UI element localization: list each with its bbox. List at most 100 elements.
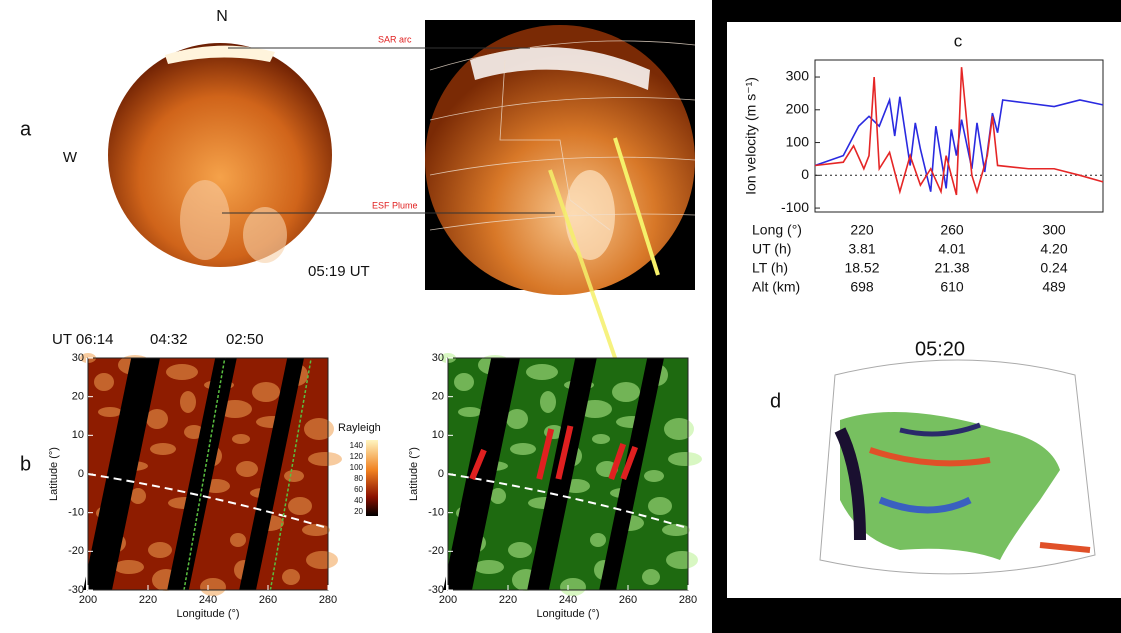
x-tick-label: 280 (679, 594, 697, 606)
table-value: 21.38 (934, 260, 969, 276)
y-tick-label: 0 (801, 166, 809, 182)
sar-label: SAR arc (378, 34, 412, 44)
image-texture (590, 533, 606, 547)
panel-label: b (20, 453, 31, 475)
table-row-label: Long (°) (752, 222, 802, 238)
image-texture (146, 409, 168, 429)
image-texture (668, 452, 702, 466)
x-axis-label: Longitude (°) (536, 608, 599, 620)
y-tick-label: 0 (438, 468, 444, 480)
x-tick-label: 200 (79, 594, 97, 606)
image-texture (644, 470, 664, 482)
colorbar (366, 440, 378, 516)
colorbar-tick-label: 60 (354, 485, 363, 494)
y-axis-label: Latitude (°) (408, 447, 420, 501)
table-row-label: LT (h) (752, 260, 788, 276)
x-tick-label: 200 (439, 594, 457, 606)
table-value: 610 (940, 279, 964, 295)
image-texture (236, 461, 258, 477)
image-texture (666, 551, 698, 569)
x-axis-label: Longitude (°) (176, 608, 239, 620)
figure: a N W 05:19 UT SAR arc ESF Plume b UT 06… (0, 0, 1121, 633)
image-texture (288, 497, 312, 515)
table-value: 300 (1042, 222, 1066, 238)
table-value: 18.52 (844, 260, 879, 276)
y-tick-label: 300 (786, 68, 810, 84)
colorbar-tick-label: 100 (350, 463, 364, 472)
image-texture (304, 418, 334, 440)
panel-title: c (954, 31, 963, 50)
table-value: 4.20 (1040, 241, 1067, 257)
image-texture (150, 443, 176, 455)
image-texture (506, 409, 528, 429)
table-value: 489 (1042, 279, 1066, 295)
image-texture (642, 569, 660, 585)
image-texture (662, 524, 690, 536)
table-value: 698 (850, 279, 874, 295)
y-tick-label: -20 (428, 545, 444, 557)
image-texture (284, 470, 304, 482)
image-texture (230, 533, 246, 547)
image-texture (148, 542, 172, 558)
image-texture (94, 373, 114, 391)
table-value: 220 (850, 222, 874, 238)
image-texture (454, 373, 474, 391)
y-tick-label: 30 (72, 352, 84, 364)
time-label: 05:19 UT (308, 263, 370, 280)
y-tick-label: 0 (78, 468, 84, 480)
frame-bottom (712, 598, 1121, 633)
x-tick-label: 260 (619, 594, 637, 606)
y-tick-label: -10 (428, 507, 444, 519)
time-label: 02:50 (226, 331, 264, 348)
image-texture (508, 542, 532, 558)
image-texture (252, 382, 280, 402)
y-axis-label: Latitude (°) (48, 447, 60, 501)
colorbar-label: Rayleigh (338, 422, 381, 434)
table-value: 4.01 (938, 241, 965, 257)
image-texture (612, 382, 640, 402)
image-texture (526, 364, 558, 380)
image-texture (166, 364, 198, 380)
image-texture (114, 560, 144, 574)
y-tick-label: 200 (786, 100, 810, 116)
x-tick-label: 280 (319, 594, 337, 606)
y-tick-label: 10 (432, 429, 444, 441)
colorbar-tick-label: 80 (354, 474, 363, 483)
table-row-label: UT (h) (752, 241, 791, 257)
x-tick-label: 240 (559, 594, 577, 606)
image-texture (232, 434, 250, 444)
x-tick-label: 220 (499, 594, 517, 606)
x-tick-label: 240 (199, 594, 217, 606)
table-value: 260 (940, 222, 964, 238)
x-tick-label: 220 (139, 594, 157, 606)
plume (243, 207, 287, 263)
y-axis-label: Ion velocity (m s⁻¹) (743, 77, 759, 195)
image-texture (510, 443, 536, 455)
image-texture (458, 407, 482, 417)
colorbar-tick-label: 20 (354, 507, 363, 516)
y-tick-label: -100 (781, 199, 809, 215)
map-time: 05:20 (915, 338, 965, 360)
y-tick-label: 20 (72, 391, 84, 403)
y-tick-label: 10 (72, 429, 84, 441)
image-texture (282, 569, 300, 585)
colorbar-tick-label: 40 (354, 496, 363, 505)
image-texture (180, 391, 196, 413)
panel-label: a (20, 118, 32, 140)
table-row-label: Alt (km) (752, 279, 800, 295)
image-texture (474, 560, 504, 574)
image-texture (648, 497, 672, 515)
y-tick-label: 100 (786, 133, 810, 149)
image-texture (306, 551, 338, 569)
y-tick-label: -20 (68, 545, 84, 557)
x-tick-label: 260 (259, 594, 277, 606)
image-texture (664, 418, 694, 440)
esf-label: ESF Plume (372, 200, 418, 210)
panel-b: b UT 06:14 04:32 02:50 Rayleigh -30-20-1… (20, 331, 702, 620)
image-texture (540, 391, 556, 413)
table-value: 3.81 (848, 241, 875, 257)
panel-label: d (770, 390, 781, 412)
time-label: 04:32 (150, 331, 188, 348)
image-texture (98, 407, 122, 417)
y-tick-label: 20 (432, 391, 444, 403)
